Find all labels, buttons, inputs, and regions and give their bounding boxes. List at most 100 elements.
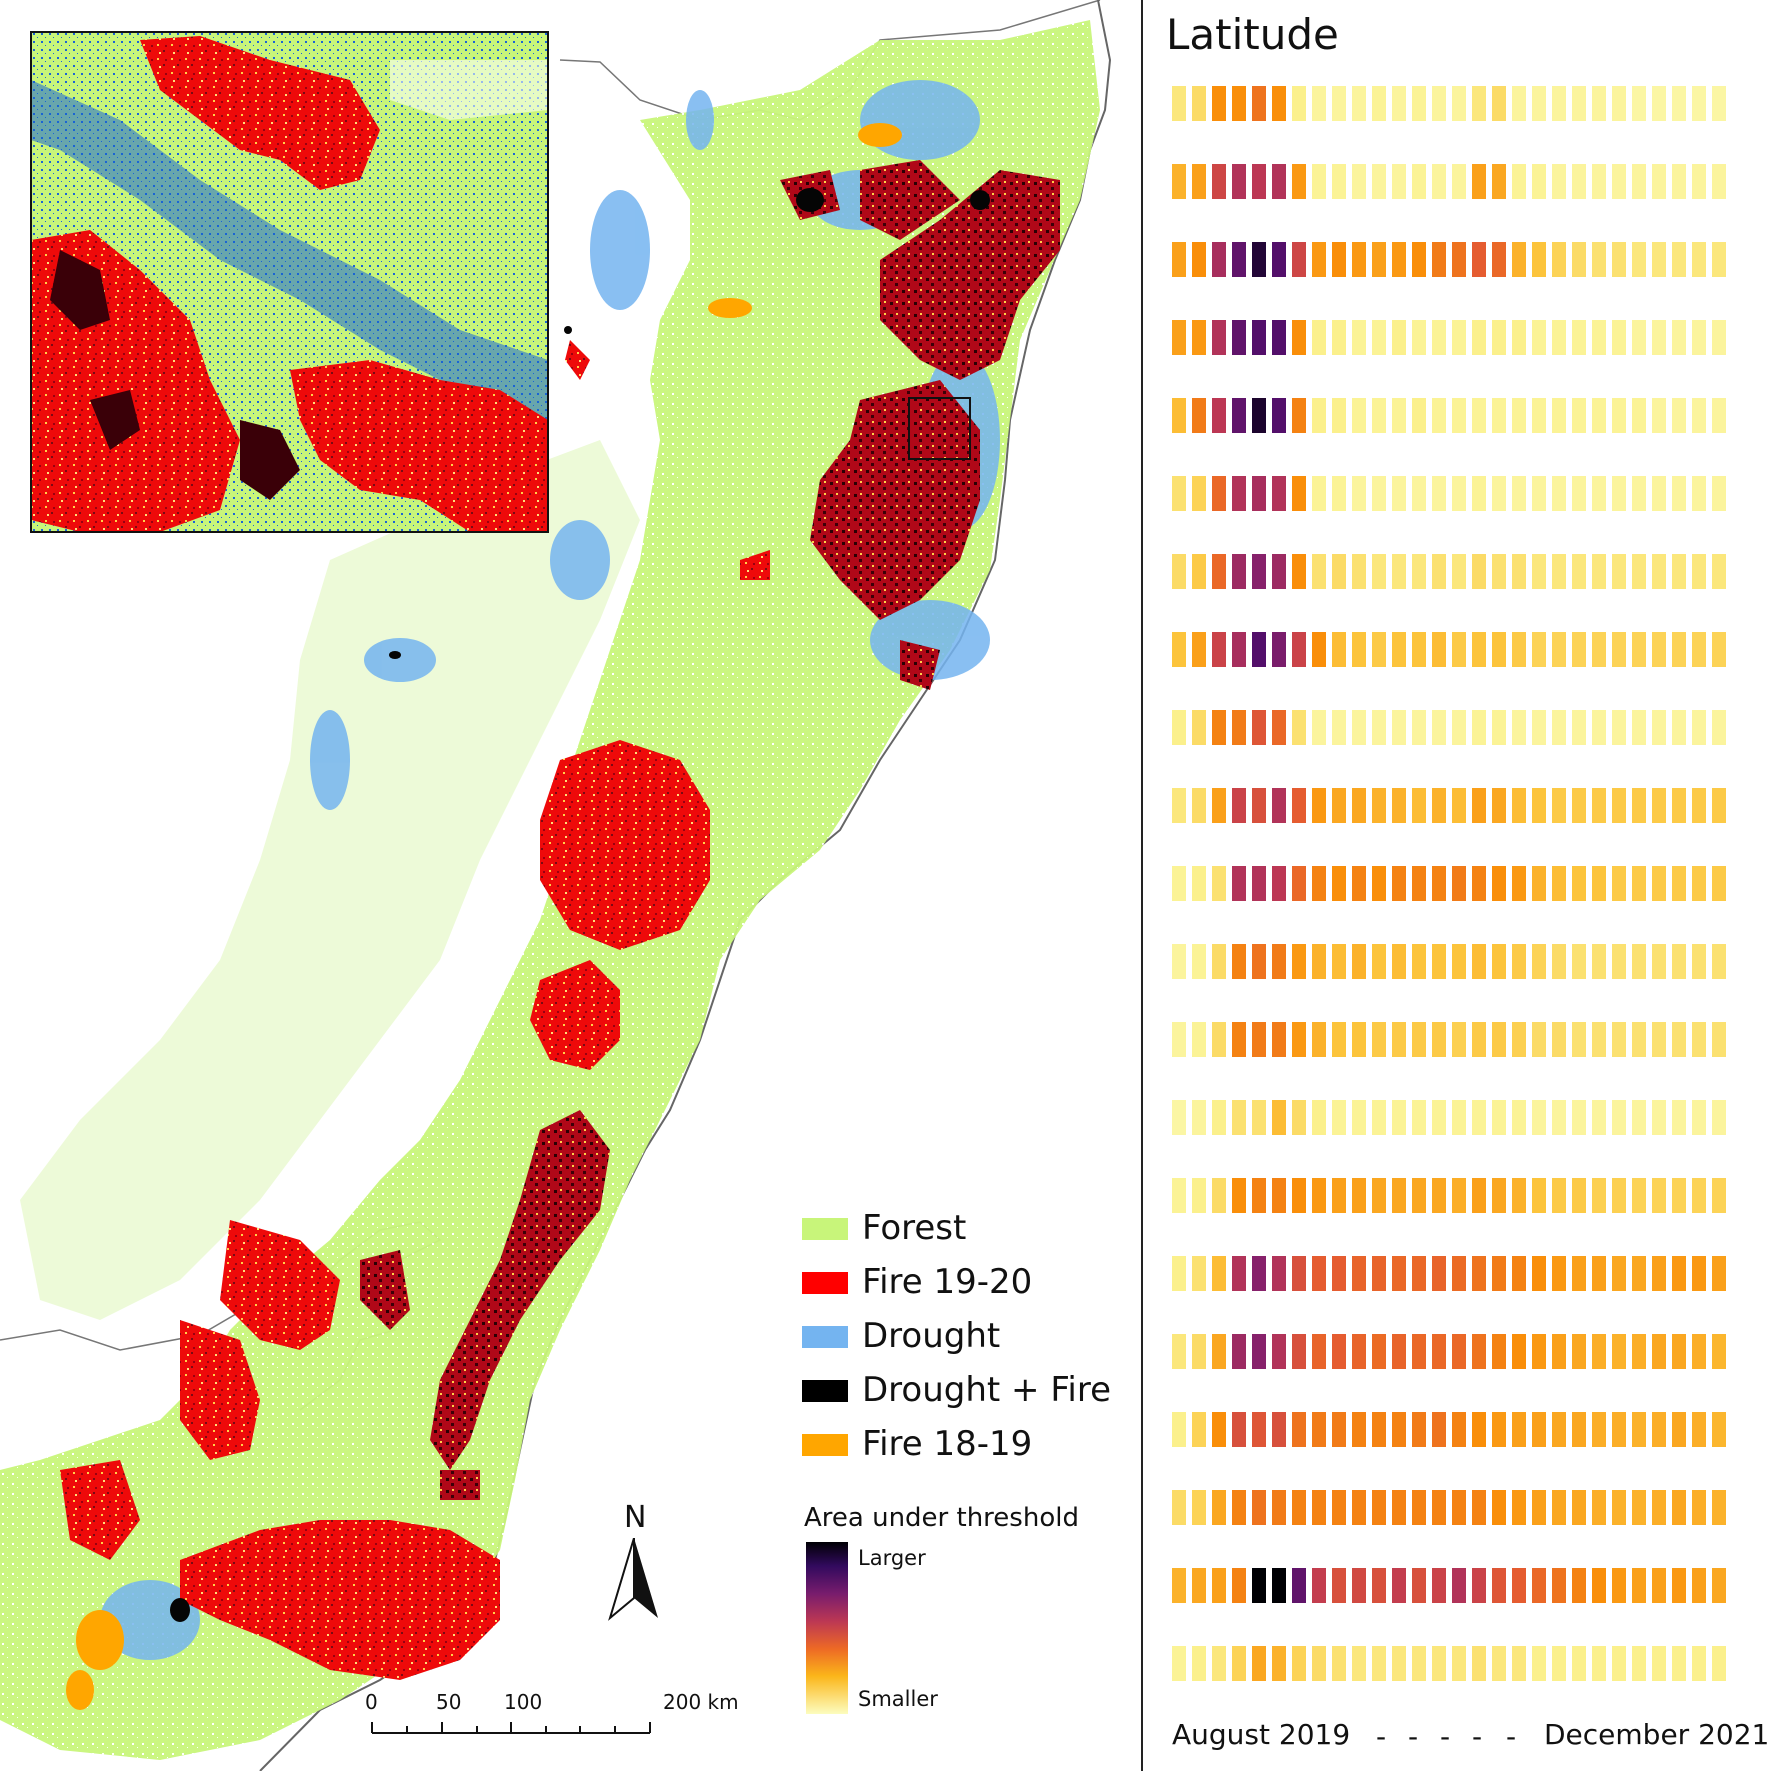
x-axis-dash-2: - xyxy=(1408,1720,1419,1753)
heatmap-cell-r12-c16 xyxy=(1492,1022,1506,1057)
heatmap-cell-r17-c2 xyxy=(1212,1412,1226,1447)
heatmap-cell-r15-c2 xyxy=(1212,1256,1226,1291)
heatmap-cell-r8-c0 xyxy=(1172,710,1186,745)
legend-swatch-forest xyxy=(802,1218,848,1240)
heatmap-cell-r13-c26 xyxy=(1692,1100,1706,1135)
heatmap-cell-r8-c1 xyxy=(1192,710,1206,745)
heatmap-cell-r2-c20 xyxy=(1572,242,1586,277)
heatmap-cell-r11-c24 xyxy=(1652,944,1666,979)
heatmap-cell-r8-c13 xyxy=(1432,710,1446,745)
heatmap-cell-r0-c23 xyxy=(1632,86,1646,121)
heatmap-cell-r16-c10 xyxy=(1372,1334,1386,1369)
heatmap-cell-r17-c17 xyxy=(1512,1412,1526,1447)
heatmap-cell-r5-c2 xyxy=(1212,476,1226,511)
heatmap-cell-r19-c17 xyxy=(1512,1568,1526,1603)
heatmap-cell-r9-c23 xyxy=(1632,788,1646,823)
heatmap-cell-r7-c21 xyxy=(1592,632,1606,667)
heatmap-cell-r8-c14 xyxy=(1452,710,1466,745)
heatmap-cell-r19-c15 xyxy=(1472,1568,1486,1603)
heatmap-cell-r1-c11 xyxy=(1392,164,1406,199)
heatmap-cell-r18-c11 xyxy=(1392,1490,1406,1525)
scale-bar-graphic xyxy=(371,1722,651,1734)
heatmap-cell-r16-c0 xyxy=(1172,1334,1186,1369)
fire-18-19-patches xyxy=(66,123,902,1710)
heatmap-cell-r10-c6 xyxy=(1292,866,1306,901)
heatmap-cell-r19-c2 xyxy=(1212,1568,1226,1603)
heatmap-cell-r7-c16 xyxy=(1492,632,1506,667)
heatmap-cell-r4-c19 xyxy=(1552,398,1566,433)
heatmap-cell-r2-c13 xyxy=(1432,242,1446,277)
heatmap-cell-r18-c15 xyxy=(1472,1490,1486,1525)
heatmap-cell-r2-c26 xyxy=(1692,242,1706,277)
x-axis-start-label: August 2019 xyxy=(1172,1718,1351,1751)
heatmap-cell-r3-c19 xyxy=(1552,320,1566,355)
heatmap-cell-r3-c1 xyxy=(1192,320,1206,355)
heatmap-cell-r19-c22 xyxy=(1612,1568,1626,1603)
heatmap-cell-r2-c11 xyxy=(1392,242,1406,277)
heatmap-cell-r12-c24 xyxy=(1652,1022,1666,1057)
heatmap-cell-r18-c20 xyxy=(1572,1490,1586,1525)
heatmap-cell-r9-c8 xyxy=(1332,788,1346,823)
heatmap-cell-r8-c11 xyxy=(1392,710,1406,745)
heatmap-cell-r13-c13 xyxy=(1432,1100,1446,1135)
heatmap-cell-r1-c1 xyxy=(1192,164,1206,199)
heatmap-cell-r16-c14 xyxy=(1452,1334,1466,1369)
heatmap-cell-r20-c18 xyxy=(1532,1646,1546,1681)
heatmap-cell-r6-c18 xyxy=(1532,554,1546,589)
heatmap-cell-r4-c21 xyxy=(1592,398,1606,433)
inset-map xyxy=(30,31,549,533)
heatmap-cell-r17-c0 xyxy=(1172,1412,1186,1447)
heatmap-cell-r1-c6 xyxy=(1292,164,1306,199)
heatmap-cell-r18-c9 xyxy=(1352,1490,1366,1525)
heatmap-cell-r13-c18 xyxy=(1532,1100,1546,1135)
heatmap-cell-r3-c8 xyxy=(1332,320,1346,355)
heatmap-cell-r13-c19 xyxy=(1552,1100,1566,1135)
heatmap-cell-r18-c23 xyxy=(1632,1490,1646,1525)
heatmap-cell-r8-c15 xyxy=(1472,710,1486,745)
heatmap-cell-r20-c16 xyxy=(1492,1646,1506,1681)
heatmap-cell-r16-c16 xyxy=(1492,1334,1506,1369)
heatmap-cell-r9-c18 xyxy=(1532,788,1546,823)
heatmap-cell-r20-c13 xyxy=(1432,1646,1446,1681)
heatmap-cell-r6-c27 xyxy=(1712,554,1726,589)
heatmap-cell-r9-c7 xyxy=(1312,788,1326,823)
heatmap-cell-r1-c14 xyxy=(1452,164,1466,199)
heatmap-cell-r11-c12 xyxy=(1412,944,1426,979)
heatmap-cell-r13-c25 xyxy=(1672,1100,1686,1135)
heatmap-cell-r8-c7 xyxy=(1312,710,1326,745)
heatmap-cell-r3-c0 xyxy=(1172,320,1186,355)
heatmap-cell-r6-c11 xyxy=(1392,554,1406,589)
heatmap-cell-r3-c12 xyxy=(1412,320,1426,355)
heatmap-cell-r12-c26 xyxy=(1692,1022,1706,1057)
heatmap-cell-r14-c17 xyxy=(1512,1178,1526,1213)
heatmap-cell-r17-c10 xyxy=(1372,1412,1386,1447)
heatmap-cell-r16-c23 xyxy=(1632,1334,1646,1369)
heatmap-cell-r5-c11 xyxy=(1392,476,1406,511)
heatmap-cell-r18-c0 xyxy=(1172,1490,1186,1525)
heatmap-cell-r17-c11 xyxy=(1392,1412,1406,1447)
heatmap-cell-r8-c20 xyxy=(1572,710,1586,745)
heatmap-cell-r14-c6 xyxy=(1292,1178,1306,1213)
heatmap-cell-r5-c24 xyxy=(1652,476,1666,511)
heatmap-cell-r8-c17 xyxy=(1512,710,1526,745)
heatmap-cell-r17-c22 xyxy=(1612,1412,1626,1447)
heatmap-cell-r15-c14 xyxy=(1452,1256,1466,1291)
heatmap-cell-r19-c23 xyxy=(1632,1568,1646,1603)
heatmap-cell-r13-c2 xyxy=(1212,1100,1226,1135)
heatmap-cell-r13-c22 xyxy=(1612,1100,1626,1135)
heatmap-cell-r12-c10 xyxy=(1372,1022,1386,1057)
heatmap-cell-r7-c0 xyxy=(1172,632,1186,667)
heatmap-cell-r6-c25 xyxy=(1672,554,1686,589)
heatmap-cell-r11-c20 xyxy=(1572,944,1586,979)
heatmap-cell-r6-c1 xyxy=(1192,554,1206,589)
heatmap-cell-r20-c9 xyxy=(1352,1646,1366,1681)
heatmap-cell-r3-c15 xyxy=(1472,320,1486,355)
heatmap-cell-r10-c4 xyxy=(1252,866,1266,901)
heatmap-cell-r15-c11 xyxy=(1392,1256,1406,1291)
heatmap-cell-r14-c18 xyxy=(1532,1178,1546,1213)
heatmap-cell-r10-c15 xyxy=(1472,866,1486,901)
heatmap-cell-r4-c12 xyxy=(1412,398,1426,433)
heatmap-cell-r0-c5 xyxy=(1272,86,1286,121)
heatmap-cell-r20-c4 xyxy=(1252,1646,1266,1681)
heatmap-cell-r20-c26 xyxy=(1692,1646,1706,1681)
